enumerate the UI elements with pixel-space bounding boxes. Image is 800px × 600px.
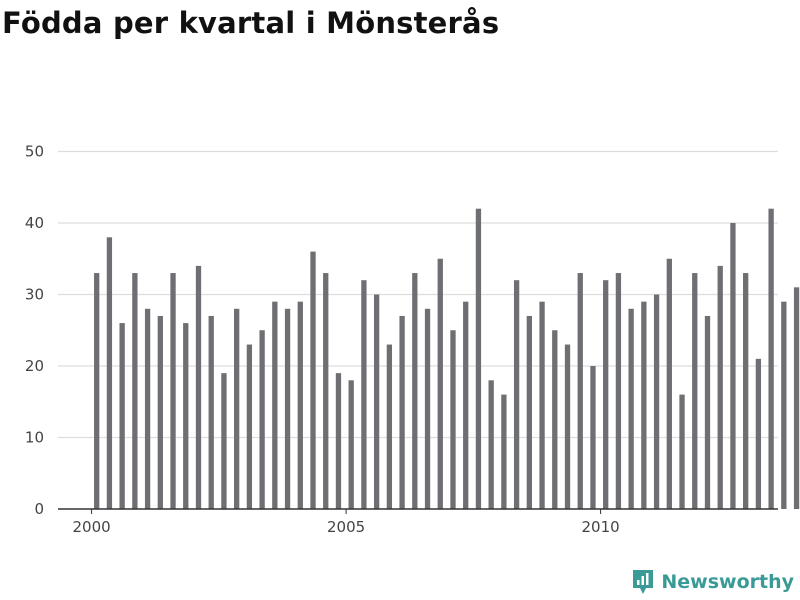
- bar: [730, 223, 736, 509]
- bar: [323, 273, 329, 509]
- bar: [272, 301, 278, 509]
- bar: [590, 366, 596, 509]
- bar: [717, 265, 723, 509]
- bar: [501, 394, 507, 509]
- bar: [603, 280, 609, 509]
- bar: [768, 208, 774, 509]
- bar: [144, 308, 151, 509]
- bar: [297, 301, 303, 509]
- bar: [577, 273, 583, 509]
- bar: [475, 208, 482, 509]
- y-tick-label: 0: [34, 500, 44, 518]
- bar: [539, 301, 545, 509]
- bar: [679, 394, 685, 509]
- newsworthy-logo: Newsworthy: [631, 568, 794, 596]
- bar: [259, 330, 265, 509]
- y-tick-label: 20: [25, 357, 44, 375]
- x-tick-label: 2005: [327, 518, 365, 536]
- bar: [615, 273, 622, 509]
- y-tick-label: 40: [25, 214, 44, 232]
- bar: [183, 323, 189, 509]
- chart-title: Födda per kvartal i Mönsterås: [2, 6, 500, 40]
- bar: [361, 280, 367, 509]
- bar: [755, 358, 762, 509]
- bar: [412, 273, 418, 509]
- bar: [653, 294, 660, 509]
- bar: [284, 308, 291, 509]
- bar: [221, 373, 227, 509]
- bar: [424, 308, 431, 509]
- bar: [666, 258, 672, 509]
- y-tick-label: 10: [25, 429, 44, 447]
- bar: [373, 294, 380, 509]
- bar: [552, 330, 558, 509]
- bar: [450, 330, 456, 509]
- bar: [170, 273, 176, 509]
- bar: [195, 265, 202, 509]
- bar: [641, 301, 647, 509]
- y-axis-tick-labels: 0 10 20 30 40 50: [25, 143, 44, 519]
- bars: [94, 208, 800, 510]
- bar: [513, 280, 520, 509]
- bar: [234, 308, 240, 509]
- x-tick-label: 2010: [582, 518, 620, 536]
- bar: [310, 251, 316, 509]
- brand-name: Newsworthy: [661, 571, 794, 593]
- bar: [564, 344, 571, 509]
- bar: [348, 380, 354, 509]
- bar: [692, 273, 698, 509]
- bar: [526, 315, 532, 509]
- bar: [246, 344, 253, 509]
- bar: [386, 344, 393, 509]
- x-tick-label: 2000: [73, 518, 111, 536]
- bar: [119, 323, 125, 509]
- bar: [437, 258, 443, 509]
- bar: [208, 315, 214, 509]
- bar: [157, 315, 163, 509]
- bar: [628, 308, 634, 509]
- bar: [488, 380, 494, 509]
- bar: [743, 273, 749, 509]
- y-tick-label: 50: [25, 143, 44, 161]
- bar: [463, 301, 469, 509]
- bar: [399, 315, 405, 509]
- bar: [781, 301, 787, 509]
- y-tick-label: 30: [25, 286, 44, 304]
- newsworthy-icon: [633, 570, 654, 594]
- bar: [106, 237, 113, 510]
- bar: [704, 315, 711, 509]
- bar: [94, 273, 100, 509]
- bar: [335, 373, 342, 509]
- bar: [132, 273, 138, 509]
- x-axis-tick-labels: 200020052010201520202025: [73, 509, 620, 536]
- bar: [793, 287, 800, 509]
